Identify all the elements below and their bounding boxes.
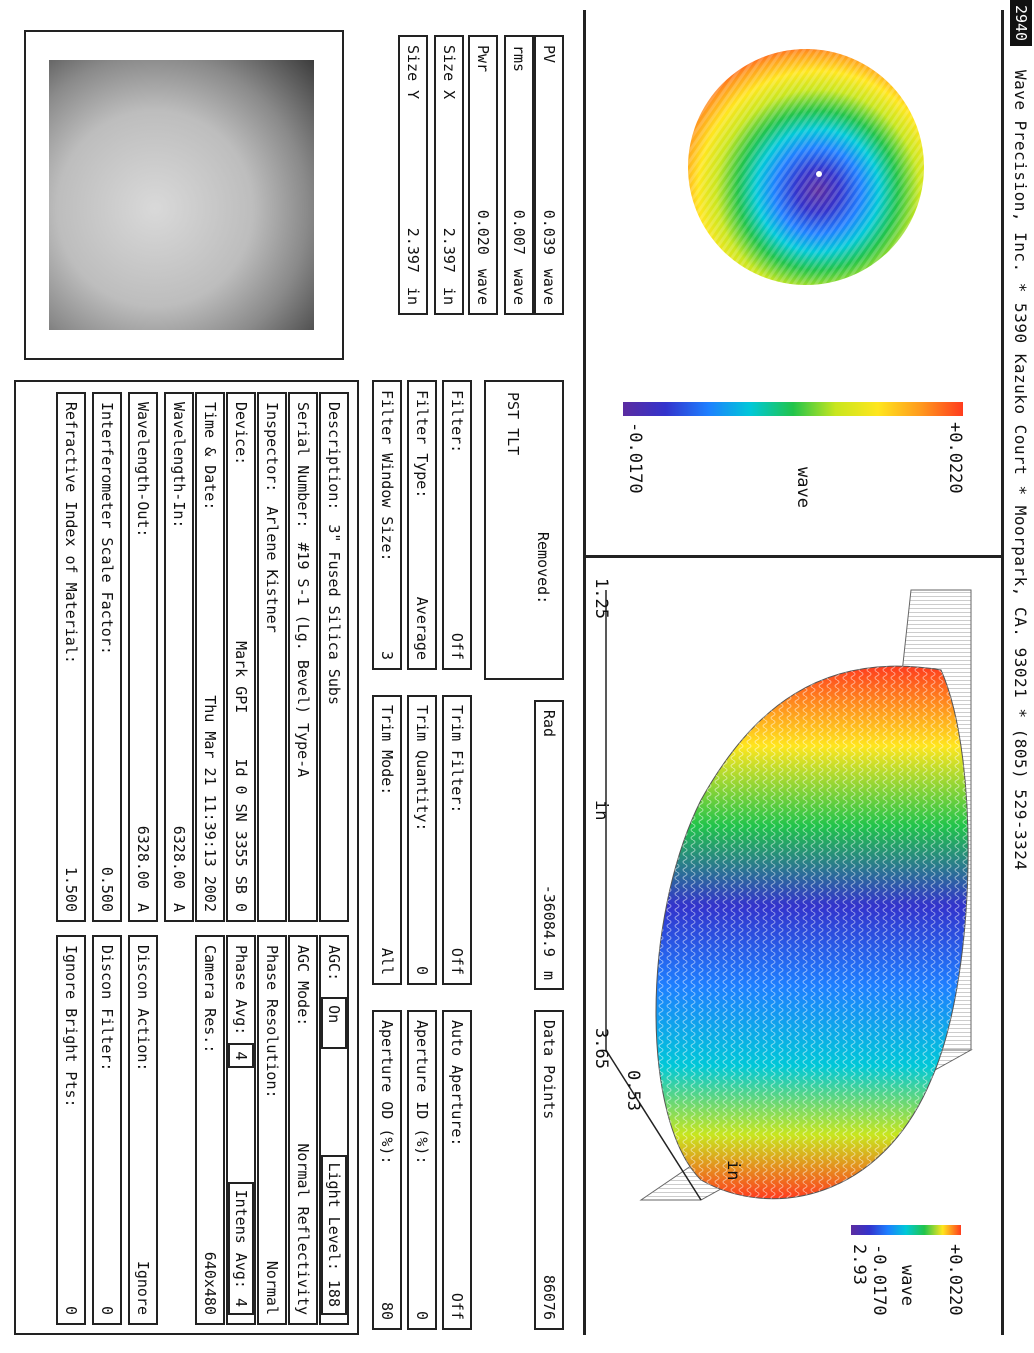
agc-mode-field: AGC Mode: Normal Reflectivity	[288, 935, 318, 1325]
map-scale-min: -0.0170	[625, 422, 645, 494]
frame-divider-vertical	[584, 555, 1004, 558]
data-points-field: Data Points 86076	[534, 1010, 564, 1330]
phase-avg-value: 4	[228, 1043, 254, 1069]
wavelength-out-field: Wavelength-Out: 6328.00 A	[128, 392, 158, 922]
intensity-image-frame	[24, 30, 344, 360]
time-field: Time & Date: Thu Mar 21 11:39:13 2002	[195, 392, 225, 922]
report-header: 2940 Wave Precision, Inc. * 5390 Kazuko …	[1006, 0, 1034, 1353]
plot-x-end: 3.65	[591, 1028, 611, 1069]
description-field: Description: 3" Fused Silica Subs	[319, 392, 349, 922]
header-text: Wave Precision, Inc. * 5390 Kazuko Court…	[1011, 70, 1030, 871]
plot-x-start: 1.25	[591, 578, 611, 619]
wavelength-in-field: Wavelength-In: 6328.00 A	[164, 392, 194, 922]
map-scale-unit: wave	[793, 467, 813, 508]
serial-field: Serial Number: #19 S-1 (Lg. Bevel) Type-A	[288, 392, 318, 922]
aperture-id-field: Aperture ID (%): 0	[407, 1010, 437, 1330]
removed-box: Removed: PST TLT	[484, 380, 564, 680]
agc-field: AGC: On Light Level: 188	[319, 935, 349, 1325]
intensity-image	[49, 60, 314, 330]
removed-value: PST TLT	[504, 392, 522, 456]
map-color-bar	[623, 402, 963, 416]
plot-y-end: 2.93	[849, 1244, 869, 1285]
frame-top	[1001, 10, 1004, 1335]
plot-scale-max: +0.0220	[945, 1244, 965, 1316]
averaging-field: Phase Avg: 4 Intens Avg: 4	[226, 935, 256, 1325]
frame-divider-horizontal	[583, 10, 586, 1335]
camera-res-field: Camera Res.: 640x480	[195, 935, 225, 1325]
inspector-field: Inspector: Arlene Kistner	[257, 392, 287, 922]
plot-scale-unit: wave	[897, 1265, 917, 1306]
plot-y-axis	[605, 1049, 702, 1201]
plot-x-unit: in	[591, 800, 611, 821]
oblique-plot-svg	[605, 589, 973, 1201]
rad-field: Rad -36084.9 m	[534, 700, 564, 990]
removed-title: Removed:	[534, 532, 552, 605]
filter-field: Filter: Off	[442, 380, 472, 670]
stat-pwr: Pwr 0.020 wave	[468, 35, 498, 315]
scale-factor-field: Interferometer Scale Factor: 0.500	[92, 392, 122, 922]
trim-quantity-field: Trim Quantity: 0	[407, 695, 437, 985]
filter-type-field: Filter Type: Average	[407, 380, 437, 670]
light-level: Light Level: 188	[321, 1154, 347, 1315]
plot-y-tick: 0.53	[623, 1070, 643, 1111]
refractive-index-field: Refractive Index of Material: 1.500	[56, 392, 86, 922]
filter-window-field: Filter Window Size: 3	[372, 380, 402, 670]
ignore-bright-field: Ignore Bright Pts: 0	[56, 935, 86, 1325]
device-field: Device: Mark GPI Id 0 SN 3355 SB 0	[226, 392, 256, 922]
stat-pv: PV 0.039 wave	[534, 35, 564, 315]
stat-size-y: Size Y 2.397 in	[398, 35, 428, 315]
plot-y-unit: in	[723, 1160, 743, 1181]
trim-filter-field: Trim Filter: Off	[442, 695, 472, 985]
trim-mode-field: Trim Mode: All	[372, 695, 402, 985]
surface-map-panel: +0.0220 -0.0170 wave	[587, 12, 1001, 552]
surface-map-svg	[688, 49, 924, 285]
phase-resolution-field: Phase Resolution: Normal	[257, 935, 287, 1325]
surface-map-center-dot	[816, 171, 822, 177]
discon-action-field: Discon Action: Ignore	[128, 935, 158, 1325]
intens-avg: Intens Avg: 4	[228, 1181, 254, 1315]
plot-color-bar	[851, 1225, 961, 1235]
header-badge: 2940	[1010, 0, 1032, 46]
aperture-od-field: Aperture OD (%): 80	[372, 1010, 402, 1330]
agc-value: On	[321, 997, 347, 1050]
discon-filter-field: Discon Filter: 0	[92, 935, 122, 1325]
auto-aperture-field: Auto Aperture: Off	[442, 1010, 472, 1330]
plot-scale-min: -0.0170	[869, 1244, 889, 1316]
stat-size-x: Size X 2.397 in	[434, 35, 464, 315]
oblique-plot-panel: 1.25 in 3.65 0.53 in +0.0220 wave -0.017…	[587, 560, 1001, 1340]
map-scale-max: +0.0220	[945, 422, 965, 494]
stat-rms: rms 0.007 wave	[504, 35, 534, 315]
